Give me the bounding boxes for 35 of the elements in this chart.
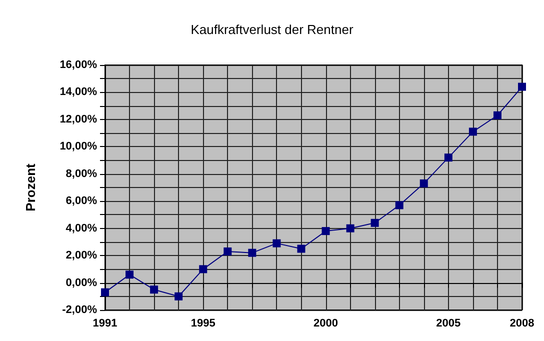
y-tick-label: 4,00%: [66, 222, 98, 234]
y-tick-label: 0,00%: [66, 276, 98, 289]
point: [395, 201, 404, 210]
point: [272, 239, 281, 248]
point: [322, 227, 330, 236]
point: [150, 286, 158, 294]
point: [420, 179, 428, 188]
y-tick-label: 2,00%: [66, 250, 98, 262]
point: [346, 224, 354, 232]
chart-title: Kaufkraftverlust der Rentner: [190, 22, 354, 37]
point: [174, 292, 183, 300]
point: [297, 244, 306, 253]
x-tick-label: 2005: [436, 318, 461, 330]
x-tick-label: 1995: [190, 318, 216, 330]
y-tick-label: 14,00%: [60, 86, 98, 98]
point: [224, 247, 232, 256]
x-tick-label: 2000: [314, 318, 338, 330]
point: [468, 128, 477, 136]
point: [101, 288, 109, 296]
y-tick-label: 6,00%: [66, 195, 98, 208]
y-tick-label: 10,00%: [60, 140, 98, 153]
y-tick-label: 8,00%: [66, 168, 98, 180]
point: [493, 111, 502, 120]
point: [370, 218, 379, 227]
x-tick-label: 1991: [92, 318, 118, 330]
x-tick-label: 2008: [510, 318, 534, 330]
point: [518, 82, 526, 91]
point: [444, 154, 452, 162]
y-axis-title: Prozent: [23, 162, 38, 212]
y-tick-label: -2,00%: [62, 304, 98, 316]
point: [199, 265, 208, 274]
point: [126, 270, 134, 279]
y-tick-label: 16,00%: [60, 59, 98, 71]
y-tick-label: 12,00%: [60, 113, 98, 126]
point: [248, 248, 256, 257]
